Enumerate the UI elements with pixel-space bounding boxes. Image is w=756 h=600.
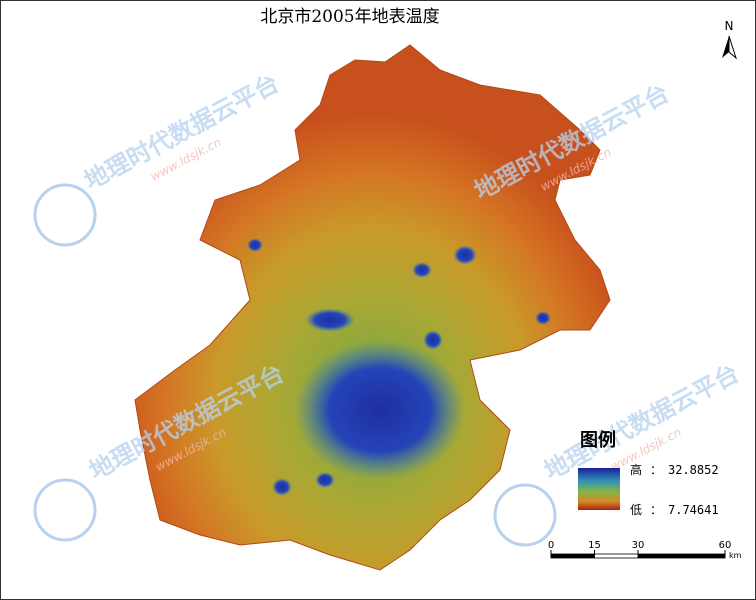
scale-tick-label: 60: [719, 540, 732, 551]
legend-high-value: 32.8852: [668, 463, 719, 477]
beijing-region: [134, 44, 611, 571]
scale-segment: [594, 553, 639, 559]
legend-title: 图例: [580, 429, 616, 451]
scale-tick-label: 0: [548, 540, 554, 551]
legend-separator: ：: [650, 503, 662, 517]
legend: 图例 高 ： 32.8852 低 ： 7.74641: [578, 429, 719, 517]
north-arrow: N: [722, 19, 738, 60]
scale-unit: km: [729, 551, 742, 560]
legend-high-label: 高: [630, 462, 642, 477]
legend-separator: ：: [650, 463, 662, 477]
scale-tick-label: 30: [632, 540, 645, 551]
scale-tick-label: 15: [588, 540, 601, 551]
north-label: N: [725, 19, 734, 33]
legend-ramp: [578, 468, 620, 510]
watermark-name: 地理时代数据云平台: [80, 69, 284, 195]
legend-low-label: 低: [630, 503, 642, 517]
legend-low-value: 7.74641: [668, 503, 719, 517]
urban-heat: [247, 238, 551, 496]
scale-segment: [550, 553, 595, 559]
map-title: 北京市2005年地表温度: [260, 7, 439, 27]
scale-segment: [637, 553, 726, 559]
